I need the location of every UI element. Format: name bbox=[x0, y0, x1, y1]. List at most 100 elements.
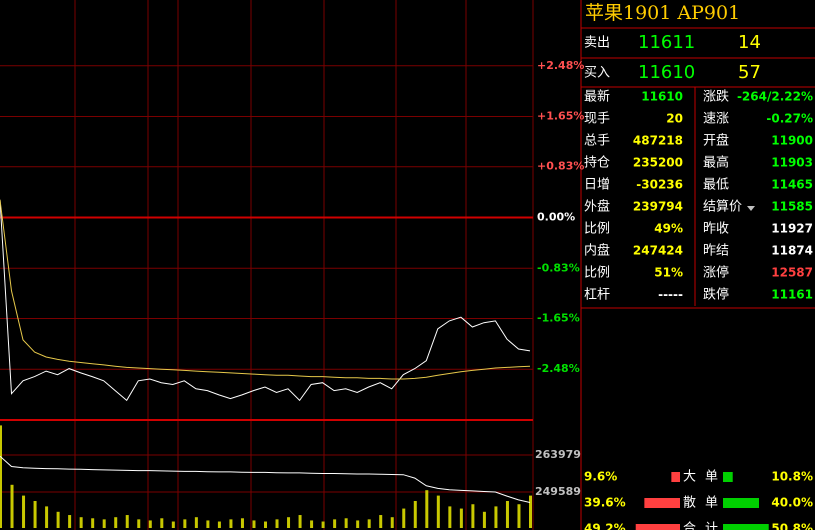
stat-value: 11465 bbox=[771, 178, 813, 192]
volume-bar bbox=[240, 518, 244, 528]
open-interest-line bbox=[0, 455, 531, 503]
stat-value: 11874 bbox=[771, 244, 813, 258]
y-tick-label: +2.48% bbox=[537, 59, 584, 72]
y-tick-label: 249589 bbox=[535, 485, 581, 498]
stat-value: 11927 bbox=[771, 222, 813, 236]
stat-value: 20 bbox=[666, 112, 683, 126]
volume-bar bbox=[56, 511, 60, 528]
volume-bar bbox=[183, 519, 187, 528]
volume-bar bbox=[494, 506, 498, 528]
book-label: 卖出 bbox=[584, 36, 610, 51]
volume-bar bbox=[344, 518, 348, 528]
stat-value: -0.27% bbox=[766, 112, 813, 126]
flow-label: 大 bbox=[683, 470, 696, 485]
quote-title: 苹果1901 AP901 bbox=[585, 2, 740, 24]
price-line bbox=[0, 199, 531, 380]
stat-value: 11903 bbox=[771, 156, 813, 170]
stat-label: 最高 bbox=[703, 155, 729, 171]
stat-label: 昨结 bbox=[703, 244, 729, 259]
stat-label: 现手 bbox=[584, 112, 610, 127]
stat-value: 11585 bbox=[771, 200, 813, 214]
volume-bar bbox=[459, 508, 463, 528]
stat-label: 最低 bbox=[703, 178, 729, 193]
flow-label: 散 bbox=[683, 496, 696, 511]
volume-bar bbox=[413, 501, 417, 528]
volume-bar bbox=[333, 519, 337, 528]
volume-bar bbox=[436, 495, 440, 528]
stat-label: 外盘 bbox=[584, 199, 610, 215]
book-price: 11610 bbox=[638, 62, 695, 83]
stat-value: 11161 bbox=[771, 288, 813, 302]
volume-bar bbox=[517, 504, 521, 528]
stat-label: 日增 bbox=[584, 178, 610, 193]
flow-right: 40.0% bbox=[771, 496, 813, 510]
stat-label: 涨停 bbox=[703, 265, 729, 281]
volume-bar bbox=[367, 519, 371, 528]
volume-bar bbox=[125, 515, 129, 528]
volume-bar bbox=[310, 520, 314, 528]
volume-bar bbox=[402, 508, 406, 528]
stat-label: 昨收 bbox=[703, 222, 729, 237]
flow-bar-right bbox=[723, 498, 759, 508]
stat-value: 247424 bbox=[633, 244, 683, 258]
stat-label: 内盘 bbox=[584, 243, 610, 259]
volume-bar bbox=[148, 520, 152, 528]
volume-bar bbox=[33, 501, 37, 528]
flow-label: 计 bbox=[705, 522, 718, 530]
volume-bar bbox=[448, 506, 452, 528]
dropdown-arrow bbox=[747, 206, 755, 211]
y-tick-label: +0.83% bbox=[537, 160, 584, 173]
volume-bar bbox=[79, 517, 83, 528]
y-tick-label: -0.83% bbox=[537, 261, 580, 274]
stat-value: ----- bbox=[658, 288, 683, 302]
stat-label: 涨跌 bbox=[703, 89, 729, 105]
volume-bar bbox=[287, 517, 291, 528]
flow-left: 9.6% bbox=[584, 470, 617, 484]
volume-bar bbox=[379, 515, 383, 528]
flow-left: 49.2% bbox=[584, 522, 626, 530]
volume-bar bbox=[505, 501, 509, 528]
volume-bar bbox=[160, 518, 164, 528]
flow-bar-left bbox=[644, 498, 680, 508]
volume-bar bbox=[529, 495, 532, 528]
volume-bar bbox=[298, 515, 302, 528]
stat-label: 持仓 bbox=[584, 156, 610, 171]
flow-right: 50.8% bbox=[771, 522, 813, 530]
stat-label: 开盘 bbox=[703, 133, 729, 149]
stat-value: 51% bbox=[654, 266, 683, 280]
flow-label: 单 bbox=[705, 470, 718, 485]
volume-bar bbox=[45, 506, 49, 528]
stat-label: 跌停 bbox=[703, 287, 729, 303]
y-tick-label: +1.65% bbox=[537, 110, 584, 123]
flow-label: 合 bbox=[683, 522, 696, 530]
volume-bar bbox=[252, 520, 256, 528]
stat-value: 239794 bbox=[633, 200, 683, 214]
stat-value: 12587 bbox=[771, 266, 813, 280]
volume-bar bbox=[102, 519, 106, 528]
volume-bar bbox=[206, 520, 210, 528]
book-volume: 57 bbox=[738, 62, 761, 83]
y-tick-label: -1.65% bbox=[537, 311, 580, 324]
price-line bbox=[0, 199, 531, 402]
stat-label: 比例 bbox=[584, 222, 610, 237]
volume-bar bbox=[10, 484, 14, 528]
volume-bar bbox=[91, 518, 95, 528]
volume-bar bbox=[22, 495, 26, 528]
volume-bar bbox=[264, 521, 267, 528]
flow-left: 39.6% bbox=[584, 496, 626, 510]
stat-value: 235200 bbox=[633, 156, 683, 170]
volume-bar bbox=[229, 519, 233, 528]
volume-bar bbox=[217, 521, 221, 528]
volume-bar bbox=[68, 515, 72, 528]
stat-label: 比例 bbox=[584, 266, 610, 281]
volume-bar bbox=[390, 517, 394, 528]
book-volume: 14 bbox=[738, 32, 761, 53]
volume-bar bbox=[114, 517, 118, 528]
stat-value: -264/2.22% bbox=[737, 90, 813, 104]
flow-bar-left bbox=[671, 472, 680, 482]
flow-right: 10.8% bbox=[771, 470, 813, 484]
volume-bar bbox=[321, 521, 325, 528]
